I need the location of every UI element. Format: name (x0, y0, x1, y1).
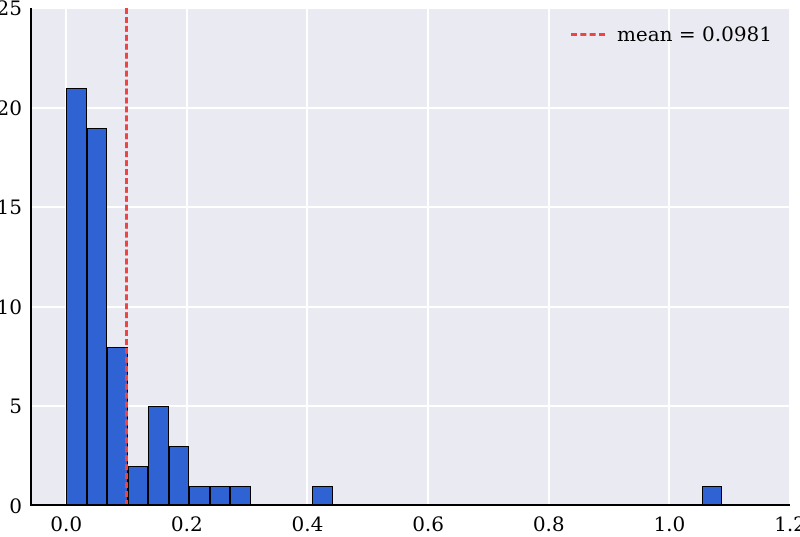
y-tick-label: 10 (0, 295, 22, 319)
histogram-bar (189, 486, 210, 506)
y-tick-label: 5 (9, 394, 22, 418)
histogram-bar (87, 128, 108, 506)
x-tick-label: 0.2 (171, 512, 203, 536)
histogram-bar (230, 486, 251, 506)
gridline-vertical (186, 8, 188, 506)
histogram-bar (702, 486, 723, 506)
y-tick-label: 25 (0, 0, 22, 20)
x-tick-label: 1.2 (774, 512, 800, 536)
gridline-vertical (548, 8, 550, 506)
y-tick-label: 15 (0, 195, 22, 219)
histogram-bar (210, 486, 231, 506)
legend-line-sample (571, 33, 605, 36)
y-axis-line (30, 8, 32, 506)
y-tick-label: 20 (0, 96, 22, 120)
gridline-horizontal (30, 206, 790, 208)
gridline-horizontal (30, 405, 790, 407)
x-tick-label: 0.0 (50, 512, 82, 536)
histogram-bar (148, 406, 169, 506)
gridline-vertical (427, 8, 429, 506)
x-tick-label: 0.4 (292, 512, 324, 536)
y-tick-label: 0 (9, 494, 22, 518)
gridline-vertical (789, 8, 791, 506)
mean-line (125, 8, 128, 506)
histogram-bar (66, 88, 87, 506)
gridline-horizontal (30, 306, 790, 308)
x-tick-label: 1.0 (653, 512, 685, 536)
plot-area: 0.00.20.40.60.81.01.20510152025mean = 0.… (30, 8, 790, 506)
gridline-vertical (668, 8, 670, 506)
x-tick-label: 0.8 (533, 512, 565, 536)
chart-root: 0.0 0.2 0.4 0.6 0.8 1.0 1.2 0 5 10 15 20 25 mean = 0.… (0, 0, 800, 537)
legend: mean = 0.0981 (571, 22, 772, 46)
histogram-bar (128, 466, 149, 506)
gridline-horizontal (30, 107, 790, 109)
legend-label: mean = 0.0981 (617, 22, 772, 46)
gridline-vertical (306, 8, 308, 506)
x-axis-line (30, 504, 790, 506)
histogram-bar (312, 486, 333, 506)
gridline-horizontal (30, 7, 790, 9)
histogram-bar (169, 446, 190, 506)
x-tick-label: 0.6 (412, 512, 444, 536)
